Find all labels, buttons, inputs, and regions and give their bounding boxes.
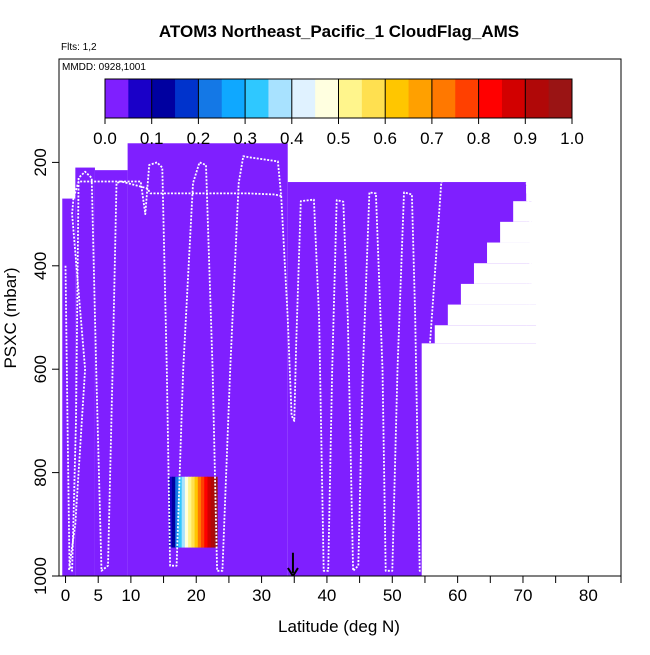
x-tick-label-7: 60 xyxy=(448,586,467,605)
x-tick-label-5: 40 xyxy=(317,586,336,605)
colorbar-swatch-17 xyxy=(501,79,526,118)
missing-region-6 xyxy=(500,221,621,243)
colorbar-tick-label-10: 1.0 xyxy=(560,129,584,148)
cloud-cell-11 xyxy=(204,476,208,548)
missing-region-1 xyxy=(434,325,621,344)
filled-region-1 xyxy=(75,167,95,576)
x-tick-label-2: 10 xyxy=(121,586,140,605)
colorbar-tick-label-7: 0.7 xyxy=(420,129,444,148)
cloud-cell-2 xyxy=(175,476,179,548)
missing-region-2 xyxy=(447,304,621,326)
colorbar-tick-label-6: 0.6 xyxy=(373,129,397,148)
filled-region-0 xyxy=(62,198,76,576)
x-tick-label-4: 30 xyxy=(252,586,271,605)
y-tick-label-1: 400 xyxy=(31,252,50,280)
colorbar-tick-label-2: 0.2 xyxy=(187,129,211,148)
cloud-cell-10 xyxy=(201,476,205,548)
colorbar-swatch-19 xyxy=(548,79,573,118)
y-axis: 200 400 600 800 1000 xyxy=(31,148,59,595)
colorbar-swatch-18 xyxy=(525,79,550,118)
colorbar-tick-label-5: 0.5 xyxy=(327,129,351,148)
colorbar-swatch-8 xyxy=(291,79,316,118)
cloud-cell-3 xyxy=(178,476,183,548)
colorbar-swatch-15 xyxy=(455,79,480,118)
cloud-cell-5 xyxy=(184,476,189,548)
missing-region-9 xyxy=(536,59,621,189)
x-tick-label-8: 70 xyxy=(514,586,533,605)
flight-track-2 xyxy=(280,177,532,572)
colorbar-swatch-2 xyxy=(151,79,176,118)
missing-region-3 xyxy=(460,283,621,305)
colorbar-swatch-6 xyxy=(245,79,269,118)
annotation-flights: Flts: 1,2 xyxy=(61,42,97,53)
colorbar-tick-label-9: 0.9 xyxy=(513,129,537,148)
missing-region-8 xyxy=(526,188,621,202)
colorbar-swatch-5 xyxy=(221,79,246,118)
x-axis: 0 5 10 20 30 40 50 60 70 80 xyxy=(61,576,622,605)
colorbar-swatch-14 xyxy=(431,79,456,118)
cloud-cell-4 xyxy=(181,476,186,548)
cloud-cell-8 xyxy=(194,476,199,548)
chart-title: ATOM3 Northeast_Pacific_1 CloudFlag_AMS xyxy=(159,22,519,41)
x-tick-label-3: 20 xyxy=(187,586,206,605)
colorbar-tick-label-3: 0.3 xyxy=(233,129,257,148)
colorbar-swatch-16 xyxy=(478,79,503,118)
colorbar-swatch-13 xyxy=(408,79,433,118)
missing-region-7 xyxy=(513,201,621,222)
y-tick-label-0: 200 xyxy=(31,148,50,176)
flight-track-1 xyxy=(64,155,283,572)
colorbar-tick-label-8: 0.8 xyxy=(467,129,491,148)
cloud-cell-6 xyxy=(188,476,192,548)
colorbar-tick-label-1: 0.1 xyxy=(140,129,164,148)
missing-region-10 xyxy=(531,59,537,297)
missing-region-0 xyxy=(421,343,621,576)
missing-region-11 xyxy=(526,59,532,194)
cloud-cell-13 xyxy=(210,476,215,548)
x-axis-label: Latitude (deg N) xyxy=(278,617,400,636)
colorbar-swatch-3 xyxy=(175,79,199,118)
arrow-marker-head-0 xyxy=(287,567,299,576)
x-tick-label-1: 5 xyxy=(93,586,102,605)
cloud-cell-1 xyxy=(172,476,176,548)
cloud-cell-12 xyxy=(207,476,212,548)
colorbar-swatch-11 xyxy=(361,79,386,118)
x-tick-label-6: 50 xyxy=(383,586,402,605)
cloud-cell-0 xyxy=(168,476,173,548)
colorbar-swatch-9 xyxy=(315,79,339,118)
annotation-dates: MMDD: 0928,1001 xyxy=(62,62,146,73)
colorbar-tick-label-0: 0.0 xyxy=(93,129,117,148)
missing-region-5 xyxy=(487,242,621,264)
colorbar-tick-label-4: 0.4 xyxy=(280,129,304,148)
cloud-cell-7 xyxy=(191,476,196,548)
y-tick-label-2: 600 xyxy=(31,355,50,383)
missing-region-4 xyxy=(473,263,621,284)
y-tick-label-3: 800 xyxy=(31,458,50,486)
x-tick-label-9: 80 xyxy=(579,586,598,605)
colorbar-swatch-12 xyxy=(385,79,410,118)
y-tick-label-4: 1000 xyxy=(31,557,50,595)
colorbar-swatch-0 xyxy=(105,79,129,118)
colorbar-swatch-10 xyxy=(338,79,363,118)
colorbar-swatch-4 xyxy=(198,79,223,118)
plot-frame xyxy=(58,58,622,577)
cloud-cell-9 xyxy=(197,476,202,548)
y-axis-label: PSXC (mbar) xyxy=(1,267,20,368)
colorbar-swatch-7 xyxy=(268,79,293,118)
x-tick-label-0: 0 xyxy=(61,586,70,605)
colorbar: 0.0 0.1 0.2 0.3 0.4 0.5 0.6 0.7 0.8 0.9 1.0 xyxy=(93,78,584,148)
colorbar-swatch-1 xyxy=(128,79,153,118)
